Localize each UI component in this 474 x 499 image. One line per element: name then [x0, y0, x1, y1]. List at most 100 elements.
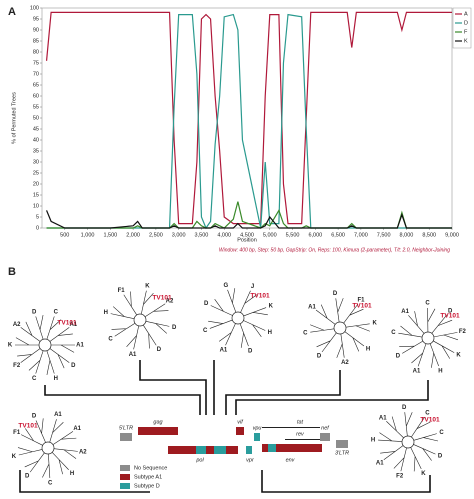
- y-tick-label: 65: [33, 82, 39, 88]
- tree-highlight: TV101: [18, 423, 38, 430]
- tree-tip: A2: [79, 450, 87, 456]
- tree-branch: [411, 416, 431, 438]
- genome-map: [120, 427, 348, 489]
- tree-branch: [49, 327, 73, 342]
- gene-label: vpr: [246, 457, 255, 463]
- y-tick-label: 15: [33, 192, 39, 198]
- tree-branch: [24, 452, 45, 473]
- gene-label: env: [286, 457, 296, 463]
- tree-branch: [144, 303, 169, 318]
- tree-branch: [243, 307, 268, 317]
- tree-tip: H: [268, 330, 272, 336]
- tree-branch: [399, 340, 424, 354]
- y-tick-label: 80: [33, 49, 39, 55]
- tree-branch: [218, 323, 236, 346]
- tree-branch: [243, 320, 266, 338]
- gene-label: pol: [195, 457, 204, 463]
- tree-branch: [15, 337, 39, 346]
- tree-tip: F2: [13, 363, 21, 369]
- tree-tip: F1: [358, 298, 366, 304]
- tree-branch: [345, 323, 370, 332]
- tree-branch: [227, 288, 237, 313]
- tree-branch: [110, 306, 135, 320]
- tree-tip: C: [203, 328, 208, 334]
- x-tick-label: 1,500: [103, 232, 117, 238]
- y-tick-label: 45: [33, 126, 39, 132]
- tree-tip: D: [32, 309, 37, 315]
- tree-branch: [53, 448, 78, 459]
- y-tick-label: 60: [33, 93, 39, 99]
- tree-tip: D: [402, 405, 407, 411]
- tree-ring: [421, 331, 435, 345]
- y-tick-label: 20: [33, 181, 39, 187]
- panel-label: B: [8, 266, 16, 278]
- tree-branch: [239, 323, 249, 348]
- tree-tip: D: [317, 354, 322, 360]
- footnote: Window: 400 bp, Step: 50 bp, GapStrip: O…: [219, 247, 450, 253]
- tree-branch: [28, 350, 44, 374]
- tree-tip: K: [372, 321, 377, 327]
- tree-branch: [343, 303, 364, 324]
- x-tick-label: 500: [60, 232, 69, 238]
- series-line: [46, 210, 452, 229]
- tree-branch: [310, 324, 335, 333]
- legend-label: D: [464, 20, 468, 26]
- gene-label: 3'LTR: [335, 450, 349, 456]
- tree-branch: [413, 444, 436, 461]
- tree-branch: [52, 431, 77, 445]
- tree-highlight: TV101: [250, 293, 270, 300]
- tree-tip: C: [54, 309, 59, 315]
- tree-tip: F2: [459, 329, 467, 335]
- tree-tip: D: [71, 363, 76, 369]
- tree-branch: [380, 445, 404, 460]
- x-tick-label: 5,500: [286, 232, 300, 238]
- legend-box: [452, 7, 472, 49]
- x-tick-label: 4,000: [217, 232, 231, 238]
- tree-tip: A1: [76, 343, 84, 349]
- tree-tip: H: [54, 376, 58, 382]
- tree-branch: [413, 433, 439, 442]
- tree-tip: C: [391, 330, 396, 336]
- tree-tip: C: [425, 301, 430, 307]
- tree-branch: [398, 325, 423, 338]
- tree-tip: C: [108, 336, 113, 342]
- tree-branch: [21, 428, 43, 446]
- tree-ring: [38, 338, 52, 352]
- tree-branch: [386, 416, 404, 439]
- tree-ring: [41, 441, 55, 455]
- tree-tip: D: [333, 291, 338, 297]
- tree-branch: [411, 343, 427, 367]
- tree-branch: [49, 419, 64, 443]
- tree-branch: [123, 291, 138, 316]
- tree-highlight: TV101: [420, 417, 440, 424]
- tree-branch: [17, 348, 41, 363]
- x-tick-label: 8,000: [400, 232, 414, 238]
- tree-tip: G: [223, 283, 228, 289]
- legend-label: F: [464, 29, 468, 35]
- tree-branch: [210, 298, 233, 316]
- y-tick-label: 90: [33, 27, 39, 33]
- gene-label: vpu: [253, 425, 262, 431]
- tree-branch: [35, 315, 44, 340]
- tree-branch: [429, 343, 439, 368]
- tree-tip: H: [104, 310, 108, 316]
- tree-tip: K: [12, 454, 17, 460]
- gene-label: tat: [297, 419, 304, 425]
- x-tick-label: 7,000: [354, 232, 368, 238]
- tree-tip: A2: [166, 299, 174, 305]
- tree-branch: [46, 316, 62, 340]
- y-tick-label: 100: [30, 5, 39, 11]
- series-line: [46, 201, 452, 229]
- tree-highlight: TV101: [352, 303, 372, 310]
- tree-tip: D: [172, 325, 177, 331]
- tree-tip: C: [439, 430, 444, 436]
- x-tick-label: 1,000: [81, 232, 95, 238]
- tree-tip: A1: [308, 305, 316, 311]
- tree-tip: A1: [129, 352, 137, 358]
- x-axis-label: Position: [237, 237, 257, 243]
- gene-label: rev: [296, 431, 305, 437]
- y-tick-label: 85: [33, 38, 39, 44]
- tree-tip: A1: [376, 460, 384, 466]
- tree-tip: F1: [118, 288, 126, 294]
